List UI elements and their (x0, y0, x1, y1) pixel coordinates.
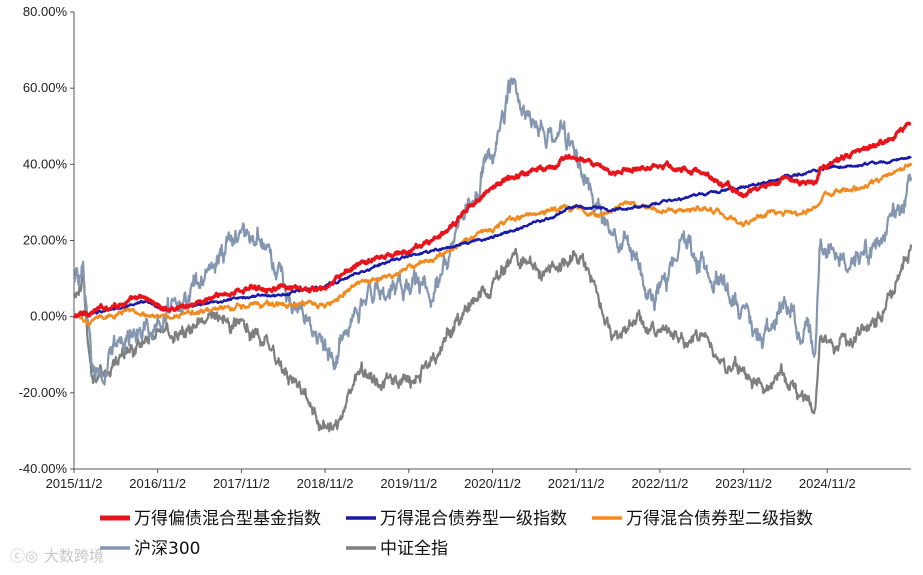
x-tick-label: 2021/11/2 (548, 476, 605, 491)
x-tick-label: 2023/11/2 (715, 476, 772, 491)
y-tick-label: 40.00% (23, 156, 68, 171)
watermark-text: 大数跨境 (44, 547, 104, 565)
y-tick-label: -40.00% (19, 461, 68, 476)
y-tick-label: 20.00% (23, 233, 68, 248)
series-line-3 (73, 77, 913, 386)
x-tick-label: 2017/11/2 (213, 476, 270, 491)
series-lines (72, 77, 913, 433)
x-tick-label: 2024/11/2 (799, 476, 856, 491)
y-tick-label: 0.00% (30, 309, 67, 324)
legend-label: 万得混合债券型一级指数 (380, 509, 567, 529)
y-tick-label: 60.00% (23, 80, 68, 95)
legend-label: 万得偏债混合型基金指数 (134, 509, 321, 529)
legend-label: 沪深300 (134, 539, 200, 559)
x-tick-label: 2018/11/2 (297, 476, 354, 491)
legend-label: 万得混合债券型二级指数 (626, 509, 813, 529)
watermark-logo-icon: ⓒ◎ (10, 547, 38, 565)
x-tick-label: 2016/11/2 (129, 476, 186, 491)
legend-label: 中证全指 (380, 539, 448, 559)
y-tick-label: 80.00% (23, 4, 68, 19)
series-line-0 (73, 121, 912, 319)
x-tick-label: 2020/11/2 (464, 476, 521, 491)
x-tick-label: 2019/11/2 (380, 476, 437, 491)
series-line-4 (72, 244, 913, 433)
x-tick-label: 2022/11/2 (631, 476, 688, 491)
y-tick-label: -20.00% (19, 385, 68, 400)
watermark: ⓒ◎ 大数跨境 (10, 547, 104, 565)
y-axis-ticks: 80.00% 60.00% 40.00% 20.00% 0.00% -20.00% -40.… (19, 4, 74, 476)
series-line-1 (73, 155, 912, 319)
x-axis-ticks: 2015/11/2 2016/11/2 2017/11/2 2018/11/2 2019… (46, 469, 856, 491)
x-tick-label: 2015/11/2 (46, 476, 103, 491)
series-line-2 (73, 162, 913, 327)
